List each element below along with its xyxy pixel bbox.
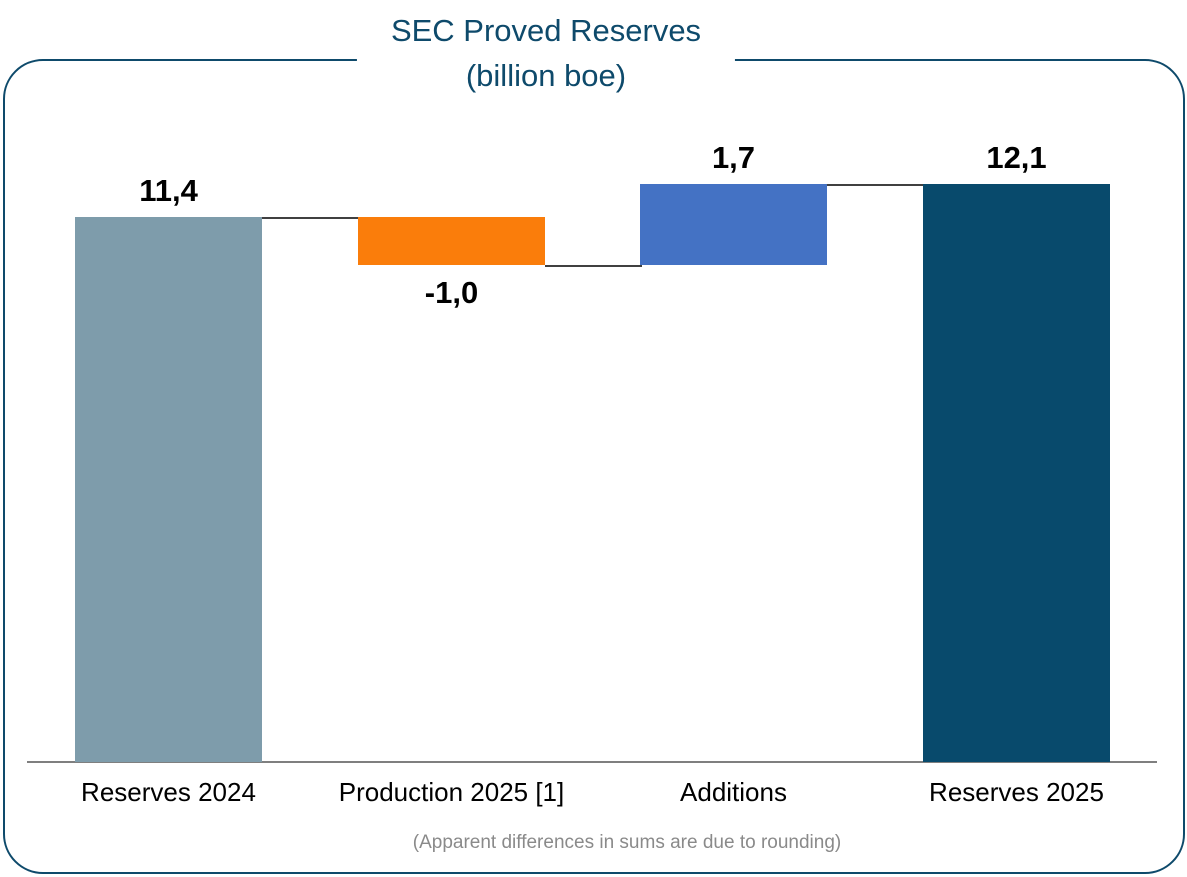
chart-title: SEC Proved Reserves (billion boe): [356, 8, 736, 98]
category-label-2: Production 2025 [1]: [338, 777, 565, 807]
value-label-4: 12,1: [986, 140, 1047, 175]
connector-line-1: [262, 217, 359, 219]
connector-line-2: [545, 265, 642, 267]
connector-line-3: [827, 184, 924, 186]
category-axis-labels: Reserves 2024 Production 2025 [1] Addition…: [0, 777, 1187, 813]
category-label-1: Reserves 2024: [81, 777, 256, 807]
waterfall-bar-2: [358, 217, 545, 265]
waterfall-bar-1: [75, 217, 262, 762]
category-label-4: Reserves 2025: [929, 777, 1104, 807]
waterfall-bar-3: [640, 184, 827, 265]
rounding-footnote: (Apparent differences in sums are due to…: [412, 832, 842, 853]
chart-title-line2: (billion boe): [465, 58, 627, 93]
x-axis-line: [27, 761, 1157, 763]
value-label-3: 1,7: [711, 140, 756, 175]
value-label-1: 11,4: [139, 173, 198, 208]
waterfall-bar-4: [923, 184, 1110, 762]
chart-title-line1: SEC Proved Reserves: [390, 13, 702, 48]
category-label-3: Additions: [680, 777, 787, 807]
value-label-2: -1,0: [424, 275, 479, 310]
